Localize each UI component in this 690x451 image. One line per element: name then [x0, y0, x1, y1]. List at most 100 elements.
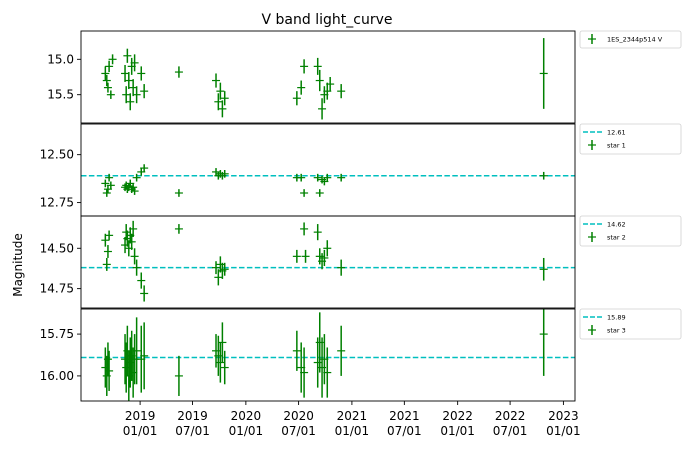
x-tick-label-date: 01/01 — [229, 424, 264, 438]
data-point — [122, 86, 131, 104]
x-tick-label-date: 01/01 — [335, 424, 370, 438]
data-point — [129, 220, 138, 237]
legend-ref-label: 14.62 — [607, 221, 626, 229]
legend-series-label: 1ES_2344p514 V — [607, 36, 663, 44]
data-point — [105, 173, 114, 182]
x-tick-label-date: 07/01 — [175, 424, 210, 438]
data-point — [174, 224, 183, 234]
legend-3: 15.89 star 3 — [579, 308, 682, 340]
data-point — [301, 249, 310, 263]
panel-2: 14.50 14.75 14.62 star 2 — [40, 215, 682, 309]
data-point — [297, 173, 306, 182]
panel-frame — [80, 308, 576, 402]
data-point — [318, 98, 327, 120]
y-axis-label: Magnitude — [11, 233, 25, 297]
panel-frame — [80, 123, 576, 217]
legend-1: 12.61 star 1 — [579, 123, 682, 155]
data-point — [300, 59, 309, 74]
x-tick-label-year: 2022 — [495, 409, 526, 423]
data-point — [132, 317, 141, 385]
data-point — [123, 48, 132, 63]
legend-ref-label: 12.61 — [607, 129, 626, 137]
y-tick-label: 16.00 — [40, 369, 74, 383]
y-tick-label: 14.75 — [40, 282, 74, 296]
data-point — [108, 54, 117, 65]
plot-area — [101, 38, 548, 120]
data-point — [220, 262, 229, 276]
legend-series-swatch — [588, 34, 596, 44]
data-point — [103, 82, 112, 93]
x-tick-label-date: 01/01 — [440, 424, 475, 438]
data-point — [106, 90, 115, 99]
data-point — [220, 170, 229, 178]
legend-box — [579, 308, 682, 340]
panel-frame — [80, 30, 576, 124]
y-tick-label: 15.0 — [47, 52, 74, 66]
data-point — [297, 80, 306, 95]
data-point — [174, 66, 183, 78]
data-point — [174, 355, 183, 396]
data-point — [313, 224, 322, 241]
data-point — [218, 100, 227, 118]
data-point — [300, 222, 309, 236]
data-point — [292, 91, 301, 106]
data-point — [101, 66, 110, 81]
data-point — [132, 259, 141, 276]
data-point — [337, 84, 346, 99]
legend-series-swatch — [588, 232, 596, 242]
data-point — [174, 189, 183, 197]
data-point — [216, 342, 225, 383]
legend-ref-label: 15.89 — [607, 314, 626, 322]
panels: 15.0 15.5 1ES_2344p514 V 12.50 12.75 12.61 sta… — [40, 30, 682, 402]
x-tick-label-year: 2023 — [548, 409, 579, 423]
data-point — [140, 164, 149, 172]
data-point — [337, 173, 346, 182]
data-point — [102, 74, 111, 87]
data-point — [105, 350, 114, 391]
data-point — [300, 189, 309, 197]
data-point — [212, 73, 221, 88]
legend-box — [579, 123, 682, 155]
x-axis: 201901/01201907/01202001/01202007/012021… — [123, 401, 581, 438]
data-point — [105, 230, 114, 241]
data-point — [132, 173, 141, 182]
data-point — [130, 248, 139, 265]
legend-series-label: star 2 — [607, 234, 626, 242]
data-point — [539, 309, 548, 376]
data-point — [122, 224, 131, 241]
data-point — [137, 272, 146, 289]
data-point — [137, 66, 146, 81]
data-point — [126, 93, 135, 111]
legend-series-swatch — [588, 325, 596, 335]
x-tick-label-year: 2020 — [231, 409, 262, 423]
y-tick-label: 15.75 — [40, 327, 74, 341]
data-point — [140, 84, 149, 99]
data-point — [129, 347, 138, 398]
data-point — [323, 240, 332, 257]
chart-title: V band light_curve — [262, 12, 393, 28]
x-tick-label-date: 01/01 — [123, 424, 158, 438]
data-point — [216, 256, 225, 273]
y-tick-label: 15.5 — [47, 88, 74, 102]
data-point — [106, 181, 115, 190]
data-point — [127, 233, 136, 250]
data-point — [313, 337, 322, 388]
data-point — [220, 350, 229, 385]
data-point — [539, 38, 548, 109]
x-tick-label-year: 2021 — [337, 409, 368, 423]
data-point — [102, 257, 111, 271]
data-point — [124, 72, 133, 90]
panel-0: 15.0 15.5 1ES_2344p514 V — [47, 30, 682, 124]
data-point — [313, 57, 322, 75]
data-point — [121, 64, 130, 82]
data-point — [130, 54, 139, 72]
legend-series-label: star 3 — [607, 327, 626, 335]
x-tick-label-date: 01/01 — [546, 424, 581, 438]
x-tick-label-date: 07/01 — [387, 424, 422, 438]
data-point — [105, 60, 114, 73]
data-point — [539, 257, 548, 281]
legend-series-swatch — [588, 140, 596, 150]
data-point — [320, 249, 329, 267]
data-point — [292, 330, 301, 371]
